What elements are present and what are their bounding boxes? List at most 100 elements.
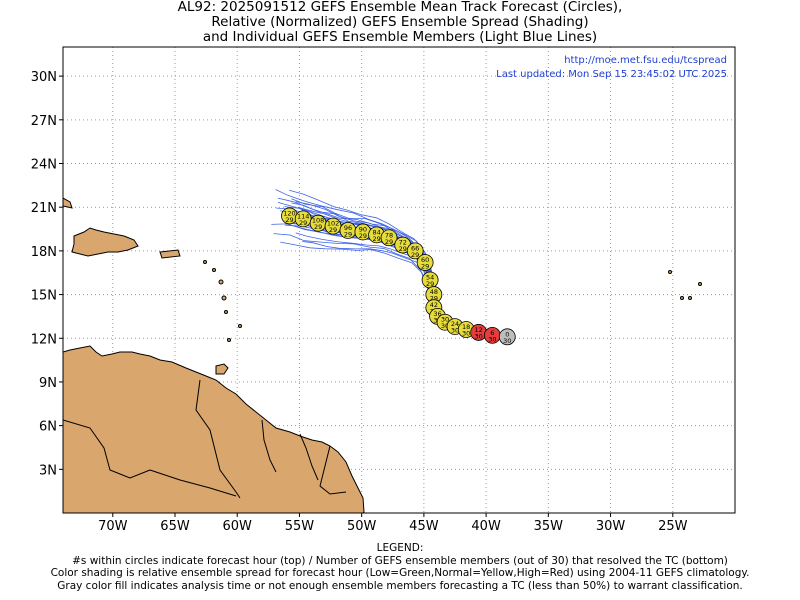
tick-label-lat: 15N: [31, 289, 57, 304]
track-members: 30: [503, 337, 511, 345]
track-hour: 60: [421, 256, 429, 264]
track-members: 29: [359, 232, 367, 240]
title-line-3: and Individual GEFS Ensemble Members (Li…: [202, 29, 598, 45]
land-puerto-rico: [159, 249, 181, 259]
track-hour: 90: [359, 225, 367, 233]
track-members: 29: [344, 230, 352, 238]
legend-line-3: Gray color fill indicates analysis time …: [57, 579, 743, 592]
track-members: 29: [314, 223, 322, 231]
tick-label-lat: 21N: [31, 201, 57, 216]
land-antilles-3: [218, 279, 224, 285]
track-members: 30: [475, 332, 483, 340]
title-line-2: Relative (Normalized) GEFS Ensemble Spre…: [211, 14, 589, 30]
tick-label-lat: 18N: [31, 245, 57, 260]
track-members: 29: [329, 226, 337, 234]
border-guiana-brazil: [319, 445, 347, 495]
track-members: 29: [430, 295, 438, 303]
track-hour: 72: [399, 239, 407, 247]
tick-label-lon: 60W: [223, 519, 253, 534]
track-hour: 78: [385, 231, 393, 239]
border-venezuela-guyana: [195, 379, 241, 499]
info-updated: Last updated: Mon Sep 15 23:45:02 UTC 20…: [496, 69, 727, 80]
tick-label-lon: 70W: [98, 519, 128, 534]
border-venezuela-brazil: [149, 469, 237, 497]
track-hour: 120: [283, 209, 295, 217]
country-borders: [63, 379, 347, 499]
track-hour: 30: [441, 316, 449, 324]
land-masses: [63, 197, 702, 513]
track-hour: 0: [505, 330, 509, 338]
border-colombia-venezuela: [63, 419, 151, 479]
track-hour: 54: [426, 274, 434, 282]
graticule: [63, 47, 735, 513]
land-cape-verde-1: [668, 270, 672, 274]
tick-label-lat: 30N: [31, 70, 57, 85]
track-members: 30: [451, 327, 459, 335]
legend-line-1: #s within circles indicate forecast hour…: [72, 554, 728, 567]
border-suriname-guiana: [299, 433, 319, 481]
legend: LEGEND: #s within circles indicate forec…: [0, 542, 800, 592]
tick-label-lat: 6N: [39, 420, 57, 435]
tick-label-lon: 55W: [285, 519, 315, 534]
tick-label-lon: 25W: [658, 519, 688, 534]
tick-label-lat: 12N: [31, 332, 57, 347]
track-hour: 96: [344, 224, 352, 232]
track-circle: [380, 229, 398, 247]
land-antilles-6: [238, 324, 242, 328]
tick-label-lon: 65W: [160, 519, 190, 534]
track-members: 29: [385, 238, 393, 246]
track-members: 29: [426, 280, 434, 288]
track-members: 29: [399, 245, 407, 253]
tick-label-lon: 45W: [409, 519, 439, 534]
tick-label-lon: 30W: [596, 519, 626, 534]
legend-heading: LEGEND:: [376, 542, 424, 554]
land-hispaniola: [71, 227, 139, 257]
land-antilles-7: [227, 338, 231, 342]
tick-label-lat: 24N: [31, 158, 57, 173]
tick-label-lon: 50W: [347, 519, 377, 534]
track-hour: 12: [475, 326, 483, 334]
track-hour: 18: [462, 323, 470, 331]
track-members: 29: [299, 219, 307, 227]
land-antilles-1: [203, 260, 207, 264]
map-frame: [62, 46, 736, 514]
track-members: 29: [372, 235, 380, 243]
track-members: 29: [421, 263, 429, 271]
track-members: 29: [411, 251, 419, 259]
track-hour: 48: [430, 288, 438, 296]
land-antilles-2: [212, 268, 216, 272]
chart-title: AL92: 2025091512 GEFS Ensemble Mean Trac…: [0, 0, 800, 45]
land-trinidad: [215, 363, 229, 375]
track-hour: 42: [430, 301, 438, 309]
tick-label-lat: 9N: [39, 376, 57, 391]
track-circle: [498, 328, 516, 346]
land-cape-verde-4: [688, 296, 692, 300]
info-url: http://moe.met.fsu.edu/tcspread: [564, 55, 727, 66]
tick-label-lat: 27N: [31, 114, 57, 129]
track-members: 30: [462, 330, 470, 338]
land-antilles-4: [221, 295, 227, 301]
title-line-1: AL92: 2025091512 GEFS Ensemble Mean Trac…: [177, 0, 623, 15]
land-antilles-5: [224, 310, 228, 314]
track-members: 30: [441, 322, 449, 330]
track-hour: 114: [297, 212, 309, 220]
track-point: 030: [498, 328, 516, 346]
track-hour: 84: [372, 228, 380, 236]
legend-line-2: Color shading is relative ensemble sprea…: [50, 567, 750, 579]
land-south-america: [63, 345, 365, 513]
tick-label-lat: 3N: [39, 463, 57, 478]
track-hour: 6: [490, 329, 494, 337]
tick-label-lon: 35W: [534, 519, 564, 534]
border-guyana-suriname: [261, 419, 277, 473]
